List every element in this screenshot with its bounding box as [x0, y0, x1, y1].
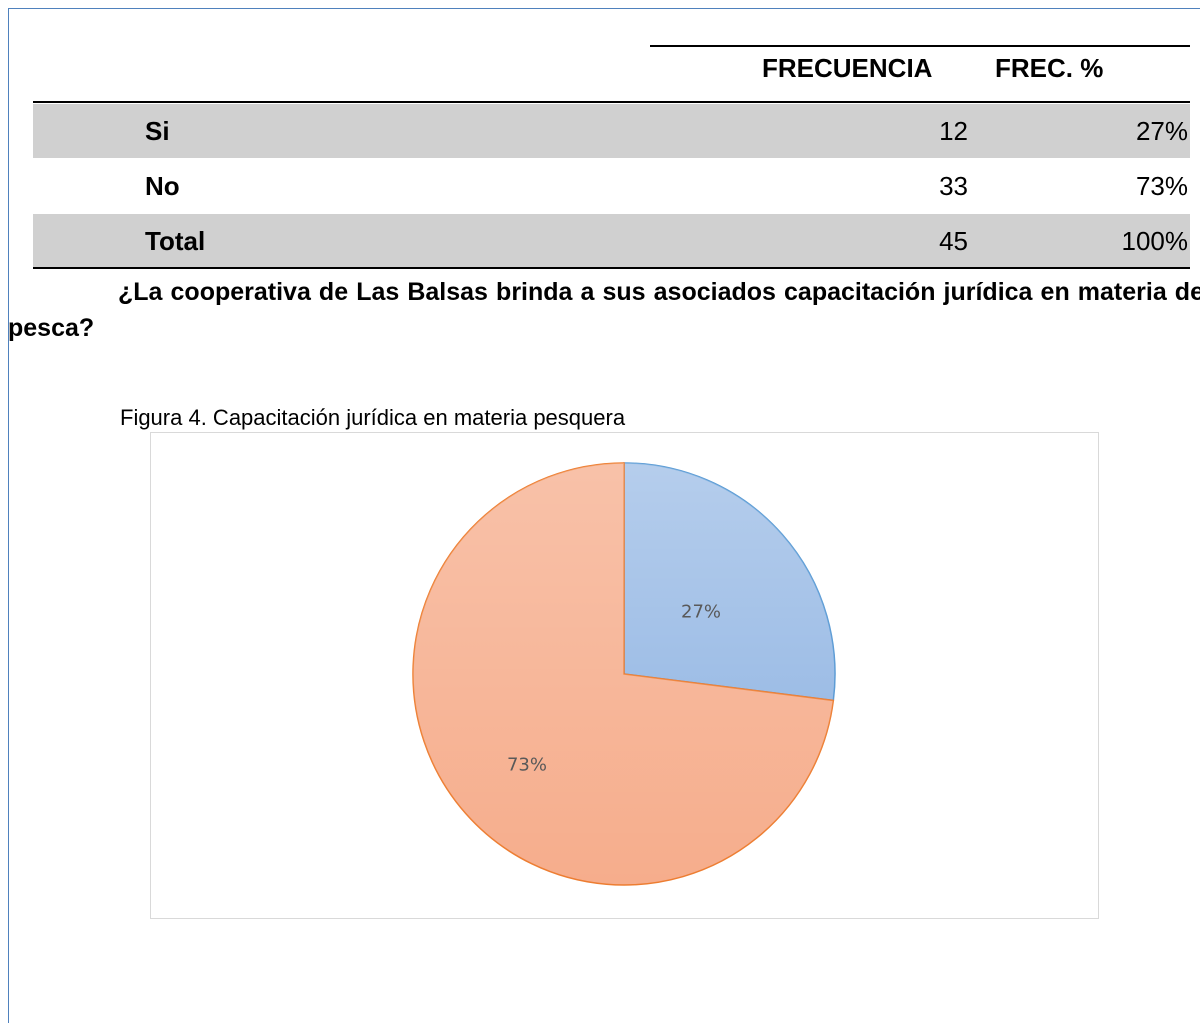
table-cell: 73%	[1135, 171, 1188, 201]
figure-caption: Figura 4. Capacitación jurídica en mater…	[120, 405, 626, 430]
slice-shade	[412, 463, 834, 885]
question: ¿La cooperativa de Las Balsas brinda a s…	[8, 278, 1200, 342]
rule	[33, 101, 1190, 103]
rule	[33, 267, 1190, 269]
data-label: 27%	[681, 601, 721, 622]
data-label: 73%	[507, 755, 547, 776]
table-row: Si 12 27%	[33, 104, 1190, 158]
chart: 27%73%SiNo	[412, 462, 836, 947]
table-cell: Si	[145, 116, 170, 146]
table-cell: 33	[939, 171, 968, 201]
table-cell: No	[145, 171, 180, 201]
header-cell: FREC. %	[995, 53, 1104, 83]
chart-area: 27%73%SiNo	[150, 432, 1099, 947]
table-cell: 45	[939, 226, 968, 256]
slice-shade	[624, 463, 835, 701]
table-row: No 33 73%	[33, 159, 1190, 213]
rule	[650, 45, 1190, 47]
table-row: Total 45 100%	[33, 214, 1190, 268]
table-cell: 27%	[1135, 116, 1188, 146]
header-cell: FRECUENCIA	[762, 53, 933, 83]
table-cell: Total	[145, 226, 206, 256]
frame	[8, 8, 9, 1023]
frame	[8, 8, 1200, 9]
table-cell: 12	[939, 116, 968, 146]
table-cell: 100%	[1121, 226, 1189, 256]
